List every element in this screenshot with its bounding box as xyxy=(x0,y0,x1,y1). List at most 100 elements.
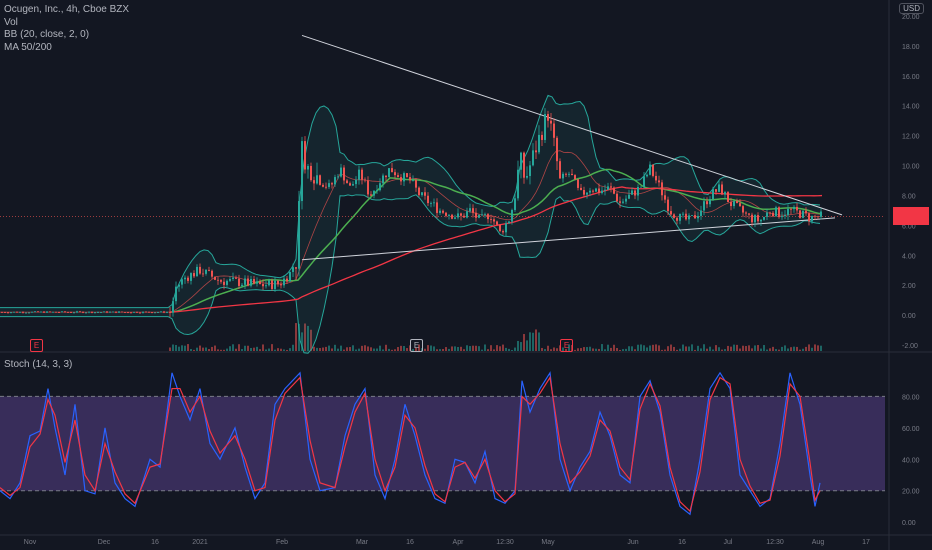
volume-bar xyxy=(682,344,684,351)
volume-bar xyxy=(793,346,795,351)
volume-bar xyxy=(451,346,453,351)
volume-bar xyxy=(307,325,309,351)
candle-body xyxy=(163,311,165,313)
volume-bar xyxy=(589,346,591,351)
candle-body xyxy=(94,312,96,313)
candle-body xyxy=(442,210,444,213)
symbol-title[interactable]: Ocugen, Inc., 4h, Cboe BZX xyxy=(4,4,130,15)
currency-badge[interactable]: USD xyxy=(899,3,924,14)
candle-body xyxy=(514,198,516,210)
time-axis[interactable]: Nov Dec 16 2021 Feb Mar 16 Apr 12:30 May Jun 16 Jul 1… xyxy=(24,539,870,546)
price-tick-label: 16.00 xyxy=(902,74,920,81)
candle-body xyxy=(610,186,612,188)
candle-body xyxy=(739,203,741,207)
earnings-event-icon[interactable]: E xyxy=(30,339,43,352)
candle-body xyxy=(712,189,714,200)
candle-body xyxy=(670,211,672,215)
stoch-indicator-label[interactable]: Stoch (14, 3, 3) xyxy=(4,359,73,370)
volume-bar xyxy=(553,347,555,351)
ma-indicator-label[interactable]: MA 50/200 xyxy=(4,41,52,53)
volume-bar xyxy=(250,347,252,351)
candle-body xyxy=(316,175,318,184)
candle-body xyxy=(565,173,567,175)
volume-bar xyxy=(229,346,231,351)
volume-bar xyxy=(790,347,792,351)
volume-bar xyxy=(370,347,372,351)
volume-bar xyxy=(310,329,312,351)
candle-body xyxy=(4,312,6,313)
volume-bar xyxy=(595,348,597,351)
price-axis[interactable]: 20.00 18.00 16.00 14.00 12.00 10.00 8.00 6.00 4.… xyxy=(902,14,920,527)
candle-body xyxy=(637,186,639,196)
candle-body xyxy=(634,190,636,196)
volume-bar xyxy=(814,344,816,351)
earnings-event-icon[interactable]: E xyxy=(560,339,573,352)
upper-trendline xyxy=(301,34,843,216)
volume-bar xyxy=(253,347,255,351)
volume-bar xyxy=(511,349,513,351)
candle-body xyxy=(127,312,129,313)
candle-body xyxy=(118,311,120,313)
bb-indicator-label[interactable]: BB (20, close, 2, 0) xyxy=(4,29,90,40)
candle-body xyxy=(394,172,396,176)
volume-bar xyxy=(277,348,279,351)
candle-body xyxy=(598,188,600,194)
volume-bar xyxy=(502,344,504,351)
volume-bar xyxy=(634,349,636,351)
candle-body xyxy=(817,216,819,218)
candle-body xyxy=(544,114,546,140)
candle-body xyxy=(145,311,147,313)
volume-bar xyxy=(568,344,570,351)
candle-body xyxy=(79,311,81,313)
candle-body xyxy=(58,312,60,313)
candle-body xyxy=(658,180,660,183)
volume-bar xyxy=(637,344,639,351)
candle-body xyxy=(541,134,543,140)
volume-bar xyxy=(769,348,771,351)
time-tick-label: Aug xyxy=(812,539,825,546)
candle-body xyxy=(310,165,312,181)
volume-bar xyxy=(226,348,228,351)
volume-bar xyxy=(580,348,582,351)
volume-bar xyxy=(463,349,465,351)
volume-bar xyxy=(724,349,726,351)
candle-body xyxy=(178,284,180,287)
volume-bar xyxy=(754,345,756,351)
candle-body xyxy=(88,311,90,313)
earnings-event-icon[interactable]: E xyxy=(410,339,423,352)
volume-bar xyxy=(742,345,744,351)
time-tick-label: 2021 xyxy=(192,539,208,546)
candle-body xyxy=(688,215,690,220)
candle-body xyxy=(664,195,666,200)
candle-body xyxy=(181,279,183,285)
candle-body xyxy=(424,192,426,196)
candle-body xyxy=(559,161,561,179)
candle-body xyxy=(328,183,330,187)
candle-body xyxy=(808,213,810,222)
volume-bar xyxy=(274,349,276,351)
volume-bar xyxy=(667,346,669,351)
volume-bar xyxy=(211,346,213,351)
volume-bar xyxy=(508,348,510,351)
candle-body xyxy=(259,281,261,285)
volume-bar xyxy=(610,347,612,351)
volume-bar xyxy=(655,344,657,351)
candle-body xyxy=(151,312,153,314)
volume-bar xyxy=(319,348,321,351)
volume-bar xyxy=(334,344,336,351)
volume-bar xyxy=(235,348,237,351)
candle-body xyxy=(52,311,54,313)
candle-body xyxy=(406,173,408,178)
volume-bar xyxy=(817,345,819,351)
candle-body xyxy=(322,184,324,187)
volume-bar xyxy=(601,344,603,351)
candle-body xyxy=(607,186,609,190)
candle-body xyxy=(721,184,723,195)
volume-bar xyxy=(352,345,354,351)
vol-indicator-label[interactable]: Vol xyxy=(4,16,18,28)
candle-body xyxy=(601,190,603,194)
candle-body xyxy=(160,311,162,313)
volume-bar xyxy=(178,346,180,351)
stoch-tick-label: 80.00 xyxy=(902,394,920,401)
